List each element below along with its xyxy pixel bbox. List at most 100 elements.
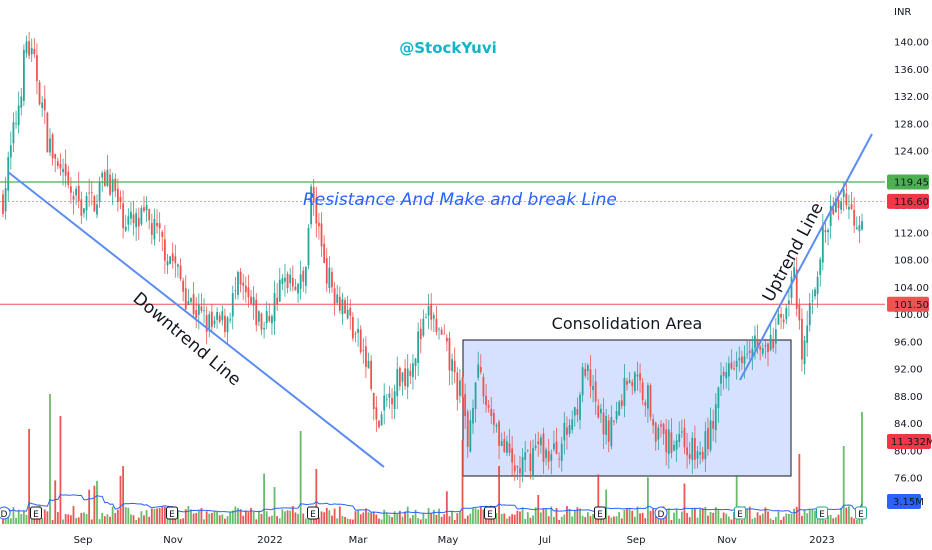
svg-text:11.332M: 11.332M bbox=[891, 437, 932, 448]
volume-bar bbox=[699, 508, 702, 524]
candle-body bbox=[213, 320, 216, 325]
earnings-marker[interactable]: E bbox=[30, 506, 42, 520]
candle-body bbox=[398, 367, 401, 387]
volume-bar bbox=[385, 512, 388, 524]
volume-bar bbox=[380, 519, 383, 524]
volume-bar bbox=[127, 507, 130, 524]
candle-body bbox=[743, 356, 746, 364]
volume-bar bbox=[291, 506, 294, 524]
volume-bar bbox=[62, 519, 64, 524]
candle-body bbox=[318, 222, 320, 227]
dividend-marker[interactable]: D bbox=[0, 506, 11, 520]
volume-bar bbox=[748, 506, 751, 524]
volume-bar bbox=[328, 510, 331, 524]
volume-bar bbox=[166, 518, 169, 524]
volume-bar bbox=[365, 508, 367, 524]
volume-bar bbox=[759, 515, 762, 524]
volume-bar bbox=[691, 508, 694, 524]
volume-bar bbox=[597, 474, 600, 524]
candle-body bbox=[563, 422, 566, 441]
candle-body bbox=[720, 375, 722, 384]
candle-body bbox=[725, 372, 728, 379]
candle-body bbox=[848, 206, 850, 210]
candle-body bbox=[221, 311, 224, 321]
candle-body bbox=[414, 358, 417, 366]
volume-bar bbox=[607, 515, 610, 524]
earnings-marker[interactable]: E bbox=[484, 506, 496, 520]
volume-bar bbox=[362, 512, 365, 524]
candle-body bbox=[782, 319, 785, 323]
volume-bar bbox=[351, 519, 354, 524]
volume-bar bbox=[853, 518, 856, 524]
candle-body bbox=[787, 300, 790, 305]
volume-bar bbox=[746, 508, 749, 524]
candle-body bbox=[127, 216, 130, 225]
volume-bar bbox=[782, 516, 785, 524]
volume-bar bbox=[163, 506, 166, 524]
candle-body bbox=[727, 363, 730, 377]
candle-body bbox=[7, 157, 10, 191]
candle-body bbox=[203, 310, 205, 312]
earnings-marker[interactable]: E bbox=[816, 506, 828, 520]
price-tick-label: 136.00 bbox=[894, 65, 929, 76]
volume-bar bbox=[359, 514, 362, 524]
volume-bar bbox=[618, 512, 621, 524]
earnings-marker[interactable]: E bbox=[734, 506, 746, 520]
candle-body bbox=[602, 412, 605, 435]
price-tick-label: 112.00 bbox=[894, 228, 929, 239]
candle-body bbox=[315, 197, 318, 224]
uptrend-line[interactable] bbox=[739, 133, 873, 381]
volume-bar bbox=[427, 508, 430, 524]
earnings-marker[interactable]: E bbox=[307, 506, 319, 520]
candle-body bbox=[521, 457, 524, 477]
candle-body bbox=[210, 311, 213, 327]
volume-bar bbox=[299, 431, 302, 524]
volume-bar bbox=[764, 507, 767, 524]
volume-bar bbox=[315, 468, 318, 524]
candle-body bbox=[633, 372, 636, 391]
time-axis[interactable]: Sep Nov 2022 Mar May Jul Sep Nov 2023 bbox=[74, 535, 835, 546]
volume-bar bbox=[511, 514, 514, 524]
earnings-marker[interactable]: E bbox=[855, 506, 867, 520]
candle-body bbox=[255, 299, 258, 326]
candle-body bbox=[263, 328, 265, 330]
volume-bar bbox=[722, 512, 725, 524]
candle-body bbox=[80, 199, 83, 216]
candle-body bbox=[845, 193, 848, 206]
volume-bar bbox=[265, 511, 268, 524]
time-tick-label: Sep bbox=[627, 535, 646, 546]
candle-body bbox=[195, 310, 198, 318]
support-price-tag: 101.50 bbox=[887, 296, 929, 312]
volume-bar bbox=[430, 512, 433, 524]
volume-bar bbox=[169, 518, 172, 524]
volume-bar bbox=[323, 512, 326, 524]
earnings-marker[interactable]: E bbox=[166, 506, 178, 520]
candle-body bbox=[683, 427, 686, 448]
volume-bar bbox=[284, 511, 286, 524]
volume-bar bbox=[12, 507, 15, 524]
volume-bar bbox=[644, 518, 647, 524]
volume-bar bbox=[641, 512, 644, 524]
price-tick-label: 100.00 bbox=[894, 310, 929, 321]
downtrend-line[interactable] bbox=[7, 171, 385, 468]
candle-body bbox=[244, 285, 247, 293]
dividend-marker[interactable]: D bbox=[654, 506, 668, 520]
candle-body bbox=[479, 367, 482, 373]
volume-bar bbox=[49, 394, 51, 524]
candle-body bbox=[550, 453, 553, 461]
volume-bar bbox=[774, 516, 777, 524]
volume-bar bbox=[500, 513, 503, 524]
candle-body bbox=[607, 420, 610, 442]
volume-bar bbox=[289, 510, 292, 524]
candle-body bbox=[861, 221, 863, 230]
candle-body bbox=[456, 372, 459, 400]
volume-bar bbox=[237, 508, 239, 524]
volume-bar bbox=[43, 509, 46, 524]
candle-body bbox=[396, 369, 399, 397]
candle-body bbox=[712, 421, 715, 429]
candle-body bbox=[25, 41, 28, 54]
volume-bar bbox=[393, 511, 396, 524]
earnings-marker[interactable]: E bbox=[594, 506, 606, 520]
